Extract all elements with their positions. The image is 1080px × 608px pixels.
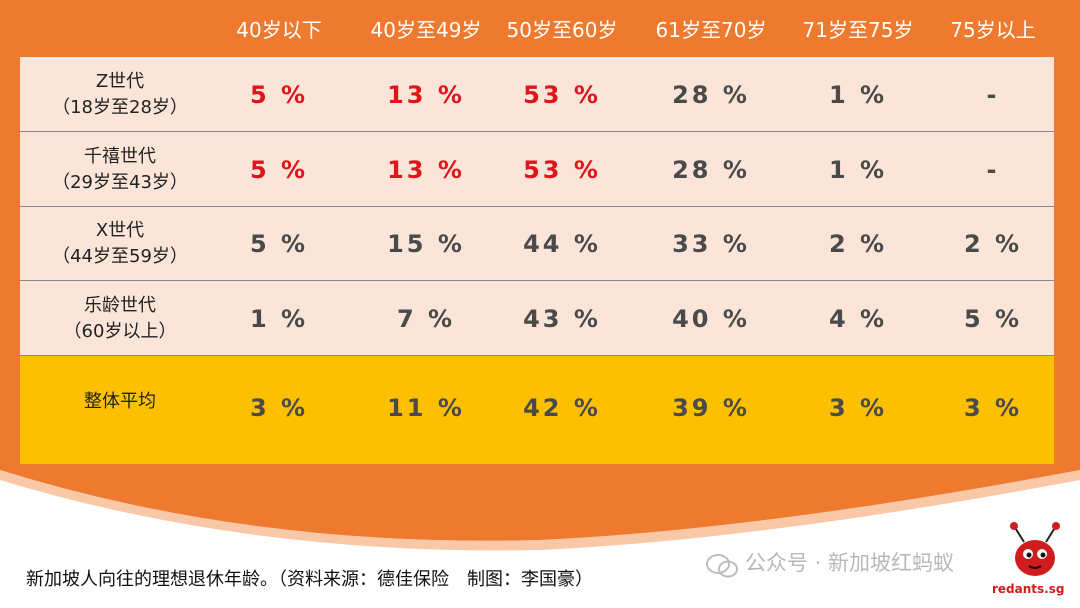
wechat-icon	[706, 554, 738, 578]
value-cell: 3 %	[249, 394, 309, 422]
value-cell: 5 %	[963, 304, 1023, 333]
logo-text: redants.sg	[992, 582, 1065, 596]
value-cell: -	[986, 80, 1000, 109]
average-row: 整体平均 3 % 11 % 42 % 39 % 3 % 3 %	[20, 356, 1054, 464]
row-label: 整体平均	[20, 389, 220, 415]
row-label-name: Z世代	[95, 70, 145, 92]
value-cell: 7 %	[396, 304, 456, 333]
table-row: 乐龄世代 （60岁以上） 1 % 7 % 43 % 40 % 4 % 5 %	[20, 281, 1054, 356]
red-ant-logo	[1010, 522, 1060, 576]
row-label-name: 乐龄世代	[84, 294, 156, 316]
row-label: 乐龄世代 （60岁以上）	[20, 293, 220, 345]
row-label-age-range: （29岁至43岁）	[52, 171, 188, 193]
value-cell: 1 %	[249, 304, 309, 333]
value-cell: 11 %	[387, 394, 465, 422]
row-label-name: 整体平均	[84, 391, 156, 412]
value-cell: 5 %	[249, 230, 309, 258]
value-cell: 2 %	[828, 230, 888, 258]
watermark-text: 公众号 · 新加坡红蚂蚁	[745, 551, 955, 575]
caption: 新加坡人向往的理想退休年龄。（资料来源：德佳保险 制图：李国豪）	[26, 569, 593, 590]
row-label-name: 千禧世代	[84, 145, 156, 167]
value-cell: 4 %	[828, 304, 888, 333]
column-header: 61岁至70岁	[655, 18, 767, 42]
value-cell: 33 %	[672, 230, 750, 258]
row-label-age-range: （18岁至28岁）	[52, 96, 188, 118]
row-label-name: X世代	[95, 220, 145, 241]
value-cell: 42 %	[523, 394, 601, 422]
table-row: Z世代 （18岁至28岁） 5 % 13 % 53 % 28 % 1 % -	[20, 57, 1054, 132]
value-cell: 53 %	[523, 80, 601, 109]
column-header: 75岁以上	[950, 18, 1036, 42]
value-cell: 2 %	[963, 230, 1023, 258]
table-row: X世代 （44岁至59岁） 5 % 15 % 44 % 33 % 2 % 2 %	[20, 207, 1054, 281]
row-label-age-range: （60岁以上）	[63, 320, 177, 342]
value-cell: 3 %	[963, 394, 1023, 422]
value-cell: 53 %	[523, 155, 601, 184]
value-cell: 3 %	[828, 394, 888, 422]
column-header: 50岁至60岁	[506, 18, 618, 42]
value-cell: 15 %	[387, 230, 465, 258]
value-cell: 40 %	[672, 304, 750, 333]
value-cell: 5 %	[249, 80, 309, 109]
row-label: X世代 （44岁至59岁）	[20, 218, 220, 270]
value-cell: 28 %	[672, 80, 750, 109]
value-cell: 28 %	[672, 155, 750, 184]
value-cell: 13 %	[387, 155, 465, 184]
value-cell: -	[986, 155, 1000, 184]
column-header: 40岁以下	[236, 18, 322, 42]
value-cell: 13 %	[387, 80, 465, 109]
table-row: 千禧世代 （29岁至43岁） 5 % 13 % 53 % 28 % 1 % -	[20, 132, 1054, 207]
value-cell: 1 %	[828, 80, 888, 109]
value-cell: 39 %	[672, 394, 750, 422]
value-cell: 43 %	[523, 304, 601, 333]
column-header: 71岁至75岁	[802, 18, 914, 42]
row-label: Z世代 （18岁至28岁）	[20, 69, 220, 121]
row-label: 千禧世代 （29岁至43岁）	[20, 144, 220, 196]
column-header: 40岁至49岁	[370, 18, 482, 42]
row-label-age-range: （44岁至59岁）	[52, 246, 188, 267]
value-cell: 5 %	[249, 155, 309, 184]
value-cell: 1 %	[828, 155, 888, 184]
value-cell: 44 %	[523, 230, 601, 258]
